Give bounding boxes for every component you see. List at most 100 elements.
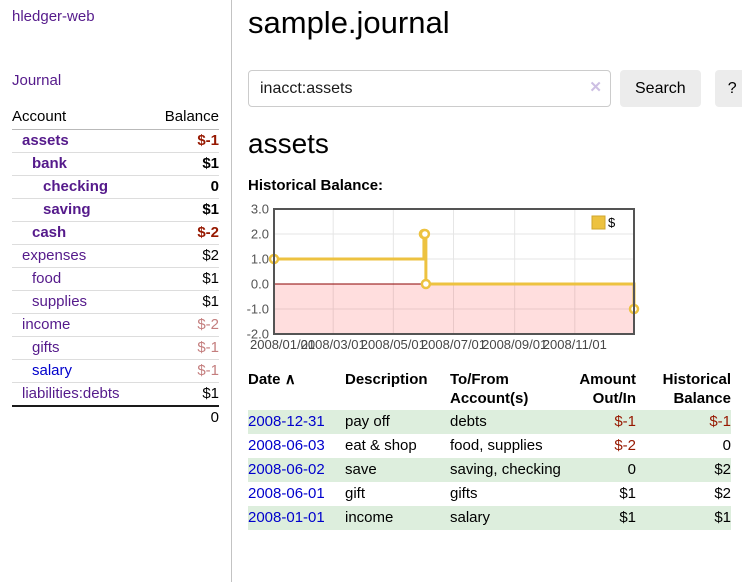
transaction-date-link[interactable]: 2008-12-31	[248, 413, 325, 430]
transaction-description: pay off	[345, 413, 390, 430]
transaction-row: 2008-06-02 save saving, checking 0 $2	[248, 458, 731, 482]
account-link[interactable]: checking	[43, 178, 109, 195]
account-link[interactable]: liabilities:debts	[22, 385, 120, 402]
chart-title: Historical Balance:	[248, 177, 384, 194]
chart-canvas: 3.0 2.0 1.0 0.0 -1.0 -2.02008/01/012008/03/01…	[247, 202, 640, 352]
transaction-row: 2008-01-01 income salary $1 $1	[248, 506, 731, 530]
search-form: ✕ Search ?	[248, 70, 742, 107]
svg-text:-2.0: -2.0	[247, 327, 269, 342]
account-balance: $1	[149, 198, 219, 222]
transaction-row: 2008-06-03 eat & shop food, supplies $-2…	[248, 434, 731, 458]
transaction-date-link[interactable]: 2008-06-03	[248, 437, 325, 454]
svg-text:2008/11/01: 2008/11/01	[543, 337, 607, 352]
transaction-balance: 0	[722, 437, 731, 454]
account-link[interactable]: assets	[22, 132, 69, 149]
transaction-date-link[interactable]: 2008-06-01	[248, 485, 325, 502]
accounts-total-value: 0	[149, 405, 219, 429]
transaction-date-link[interactable]: 2008-01-01	[248, 509, 325, 526]
account-row: cash $-2	[12, 221, 219, 245]
account-row: saving $1	[12, 198, 219, 222]
clear-search-icon[interactable]: ✕	[589, 79, 602, 96]
svg-text:2.0: 2.0	[251, 227, 269, 242]
register-header-amount: Amount Out/In	[579, 371, 636, 407]
search-input[interactable]	[248, 70, 611, 107]
app-title-link[interactable]: hledger-web	[12, 8, 95, 25]
search-button[interactable]: Search	[620, 70, 701, 107]
svg-text:1.0: 1.0	[251, 252, 269, 267]
svg-text:2008/09/01: 2008/09/01	[482, 337, 547, 352]
transaction-row: 2008-12-31 pay off debts $-1 $-1	[248, 410, 731, 434]
account-link[interactable]: saving	[43, 201, 91, 218]
sidebar-item-journal[interactable]: Journal	[12, 72, 62, 89]
account-balance: $-1	[149, 336, 219, 360]
sort-asc-icon: ∧	[284, 371, 296, 388]
account-balance: $1	[149, 290, 219, 314]
transaction-balance: $2	[714, 485, 731, 502]
search-box: ✕	[248, 70, 611, 107]
transaction-accounts: debts	[450, 413, 487, 430]
account-link[interactable]: bank	[32, 155, 68, 172]
transaction-accounts: food, supplies	[450, 437, 543, 454]
accounts-header-row: Account Balance	[12, 105, 219, 130]
account-row: food $1	[12, 267, 219, 291]
svg-text:3.0: 3.0	[251, 202, 269, 217]
accounts-total-spacer	[12, 405, 150, 429]
svg-text:0.0: 0.0	[251, 277, 269, 292]
account-link[interactable]: food	[32, 270, 62, 287]
account-row: supplies $1	[12, 290, 219, 314]
account-link[interactable]: income	[22, 316, 71, 333]
register-header-date[interactable]: Date ∧	[248, 368, 345, 410]
account-balance: $-1	[149, 359, 219, 383]
account-balance: $-2	[149, 313, 219, 337]
transaction-balance: $1	[714, 509, 731, 526]
account-link[interactable]: cash	[32, 224, 67, 241]
account-heading: assets	[248, 128, 329, 159]
page-title: sample.journal	[248, 5, 450, 40]
help-button[interactable]: ?	[714, 70, 742, 107]
main-content: sample.journal ✕ Search ? assets Histori…	[232, 0, 742, 582]
account-link[interactable]: salary	[32, 362, 73, 379]
sidebar: hledger-web Journal Account Balance asse…	[0, 0, 232, 582]
account-link[interactable]: expenses	[22, 247, 87, 264]
account-row: bank $1	[12, 152, 219, 176]
transaction-description: gift	[345, 485, 366, 502]
svg-text:2008/07/01: 2008/07/01	[421, 337, 486, 352]
transaction-row: 2008-06-01 gift gifts $1 $2	[248, 482, 731, 506]
transaction-accounts: salary	[450, 509, 491, 526]
account-row: liabilities:debts $1	[12, 382, 219, 406]
svg-text:2008/03/01: 2008/03/01	[301, 337, 366, 352]
transaction-amount: 0	[627, 461, 636, 478]
account-balance: $2	[149, 244, 219, 268]
account-row: gifts $-1	[12, 336, 219, 360]
account-balance: $-2	[149, 221, 219, 245]
historical-balance-chart: 3.0 2.0 1.0 0.0 -1.0 -2.0 2008/01/01 2008/03/01…	[247, 202, 742, 358]
transaction-date-link[interactable]: 2008-06-02	[248, 461, 325, 478]
account-link[interactable]: gifts	[32, 339, 60, 356]
transaction-amount: $-1	[614, 413, 636, 430]
transaction-accounts: saving, checking	[450, 461, 561, 478]
account-balance: 0	[149, 175, 219, 199]
transaction-amount: $1	[619, 509, 636, 526]
account-link[interactable]: supplies	[32, 293, 88, 310]
transaction-amount: $-2	[614, 437, 636, 454]
transaction-accounts: gifts	[450, 485, 478, 502]
transaction-description: income	[345, 509, 394, 526]
account-row: income $-2	[12, 313, 219, 337]
account-balance: $1	[149, 382, 219, 406]
register-header-accounts: To/From Account(s)	[450, 371, 529, 407]
account-row: assets $-1	[12, 130, 219, 153]
accounts-table: Account Balance assets $-1 bank $1 check…	[12, 105, 219, 429]
register-header-balance: Historical Balance	[662, 371, 731, 407]
svg-text:$: $	[608, 215, 616, 230]
accounts-total-row: 0	[12, 405, 219, 429]
svg-text:-1.0: -1.0	[247, 302, 269, 317]
svg-text:2008/05/01: 2008/05/01	[361, 337, 426, 352]
account-row: salary $-1	[12, 359, 219, 383]
transaction-description: eat & shop	[345, 437, 417, 454]
transaction-balance: $-1	[709, 413, 731, 430]
account-row: checking 0	[12, 175, 219, 199]
svg-text:2008/01/01: 2008/01/01	[250, 337, 315, 352]
accounts-header-balance: Balance	[149, 105, 219, 130]
transaction-amount: $1	[619, 485, 636, 502]
register-table: Date ∧ Description To/From Account(s) Am…	[248, 368, 731, 530]
